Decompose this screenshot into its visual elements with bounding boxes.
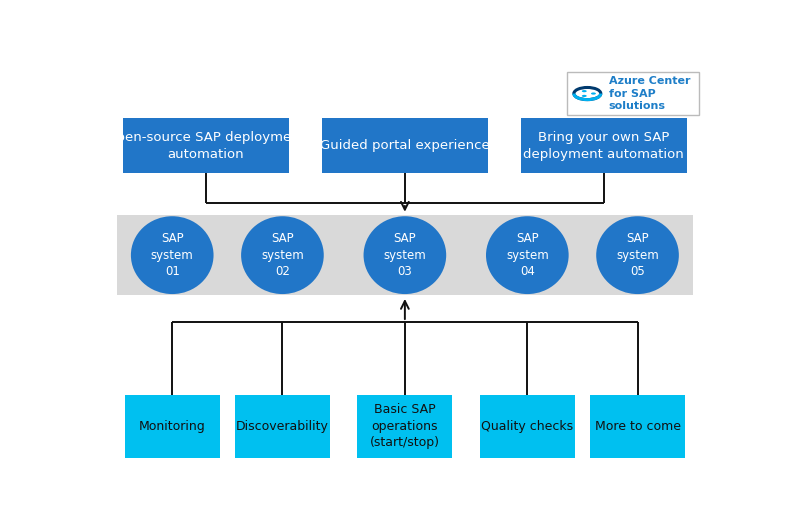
Text: Monitoring: Monitoring: [139, 420, 205, 433]
Text: Quality checks: Quality checks: [481, 420, 574, 433]
Ellipse shape: [131, 216, 213, 294]
Text: Bring your own SAP
deployment automation: Bring your own SAP deployment automation: [524, 131, 684, 161]
Text: SAP
system
04: SAP system 04: [506, 232, 549, 278]
FancyBboxPatch shape: [567, 72, 699, 115]
Text: SAP
system
05: SAP system 05: [616, 232, 659, 278]
Text: Discoverability: Discoverability: [236, 420, 329, 433]
Ellipse shape: [591, 93, 596, 95]
Ellipse shape: [581, 90, 587, 92]
Ellipse shape: [363, 216, 446, 294]
Text: SAP
system
02: SAP system 02: [261, 232, 304, 278]
FancyBboxPatch shape: [480, 395, 575, 458]
Text: Azure Center
for SAP
solutions: Azure Center for SAP solutions: [609, 76, 690, 111]
FancyBboxPatch shape: [117, 215, 693, 295]
FancyBboxPatch shape: [235, 395, 330, 458]
Text: SAP
system
01: SAP system 01: [151, 232, 194, 278]
Ellipse shape: [486, 216, 569, 294]
Ellipse shape: [596, 216, 679, 294]
Ellipse shape: [241, 216, 324, 294]
FancyBboxPatch shape: [322, 118, 487, 173]
FancyBboxPatch shape: [123, 118, 288, 173]
FancyBboxPatch shape: [125, 395, 220, 458]
FancyBboxPatch shape: [357, 395, 453, 458]
Text: Guided portal experience: Guided portal experience: [320, 139, 490, 152]
Text: More to come: More to come: [595, 420, 680, 433]
FancyBboxPatch shape: [590, 395, 685, 458]
Text: SAP
system
03: SAP system 03: [383, 232, 427, 278]
Text: Open-source SAP deployment
automation: Open-source SAP deployment automation: [107, 131, 306, 161]
FancyBboxPatch shape: [521, 118, 687, 173]
Ellipse shape: [581, 95, 587, 97]
Text: Basic SAP
operations
(start/stop): Basic SAP operations (start/stop): [370, 403, 440, 450]
